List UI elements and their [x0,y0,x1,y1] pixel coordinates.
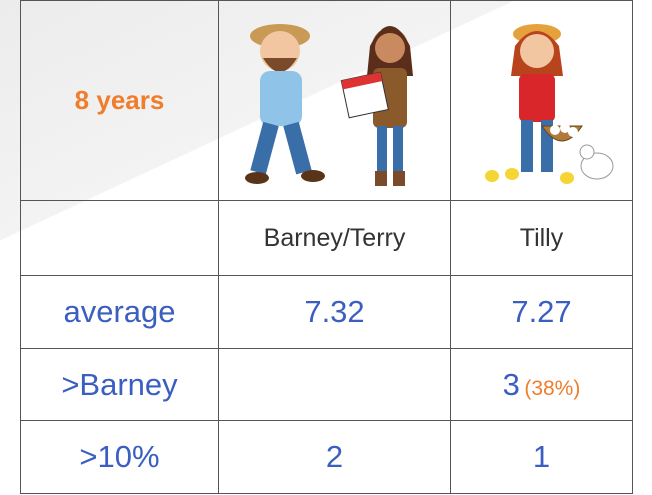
column-header: Barney/Terry [219,201,451,276]
value-cell: 1 [451,421,633,494]
value: 7.27 [511,294,571,329]
value-cell: 2 [219,421,451,494]
column-header-text: Barney/Terry [264,224,406,252]
row-label: >Barney [61,367,177,402]
row-label-cell: average [21,276,219,349]
row-label: average [63,294,175,329]
data-row: average 7.32 7.27 [21,276,633,349]
column-header-text: Tilly [520,224,564,252]
data-row: >10% 2 1 [21,421,633,494]
value-cell: 3 (38%) [451,349,633,421]
header-row: Barney/Terry Tilly [21,201,633,276]
percent-note: (38%) [524,377,580,400]
image-row: 8 years [21,1,633,201]
value: 7.32 [304,294,364,329]
row-label-cell: >10% [21,421,219,494]
column-header: Tilly [451,201,633,276]
data-row: >Barney 3 (38%) [21,349,633,421]
farmer-couple-illustration [225,6,445,196]
results-table: 8 years [20,0,633,494]
row-label: >10% [79,439,159,474]
value-cell: 7.32 [219,276,451,349]
row-label-cell: >Barney [21,349,219,421]
value: 3 [503,367,520,402]
value-cell: 7.27 [451,276,633,349]
image-cell [219,1,451,201]
empty-cell [21,201,219,276]
value: 1 [533,439,550,474]
value: 2 [326,439,343,474]
image-cell [451,1,633,201]
corner-cell: 8 years [21,1,219,201]
corner-label: 8 years [75,85,165,115]
empty-cell [219,349,451,421]
farmer-with-eggs-illustration [457,6,627,196]
page: 8 years [0,0,652,495]
